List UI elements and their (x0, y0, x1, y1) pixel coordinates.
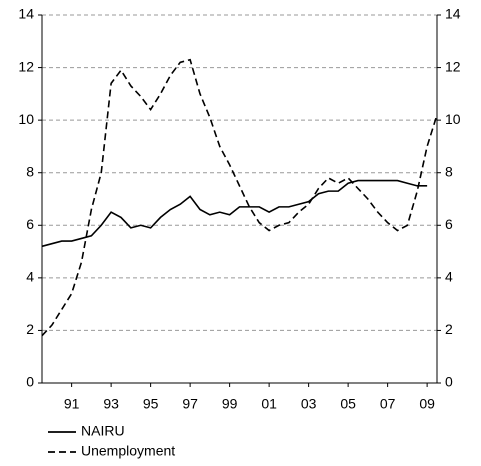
y2-tick-label: 0 (445, 374, 453, 390)
y-tick-label: 8 (26, 163, 34, 179)
y2-tick-label: 8 (445, 163, 453, 179)
x-tick-label: 07 (380, 396, 396, 412)
y2-tick-label: 6 (445, 216, 453, 232)
series-line (41, 179, 428, 248)
x-tick-label: 09 (419, 396, 435, 412)
x-tick-label: 91 (64, 396, 80, 412)
y-tick-label: 10 (18, 111, 34, 127)
y-tick-label: 2 (26, 321, 34, 337)
y-tick-label: 14 (18, 6, 34, 22)
x-tick-label: 05 (340, 396, 356, 412)
x-tick-label: 97 (182, 396, 198, 412)
y-tick-label: 6 (26, 216, 34, 232)
y2-tick-label: 14 (445, 6, 461, 22)
y2-tick-label: 2 (445, 321, 453, 337)
y2-tick-label: 4 (445, 269, 453, 285)
y2-tick-label: 10 (445, 111, 461, 127)
y-tick-label: 0 (26, 374, 34, 390)
x-tick-label: 93 (103, 396, 119, 412)
x-tick-label: 01 (261, 396, 277, 412)
x-tick-label: 03 (301, 396, 317, 412)
legend-label: NAIRU (81, 423, 125, 439)
y-tick-label: 4 (26, 269, 34, 285)
y2-tick-label: 12 (445, 58, 461, 74)
x-tick-label: 99 (222, 396, 238, 412)
y-tick-label: 12 (18, 58, 34, 74)
x-tick-label: 95 (143, 396, 159, 412)
series-line (41, 58, 438, 337)
legend-label: Unemployment (81, 443, 175, 459)
